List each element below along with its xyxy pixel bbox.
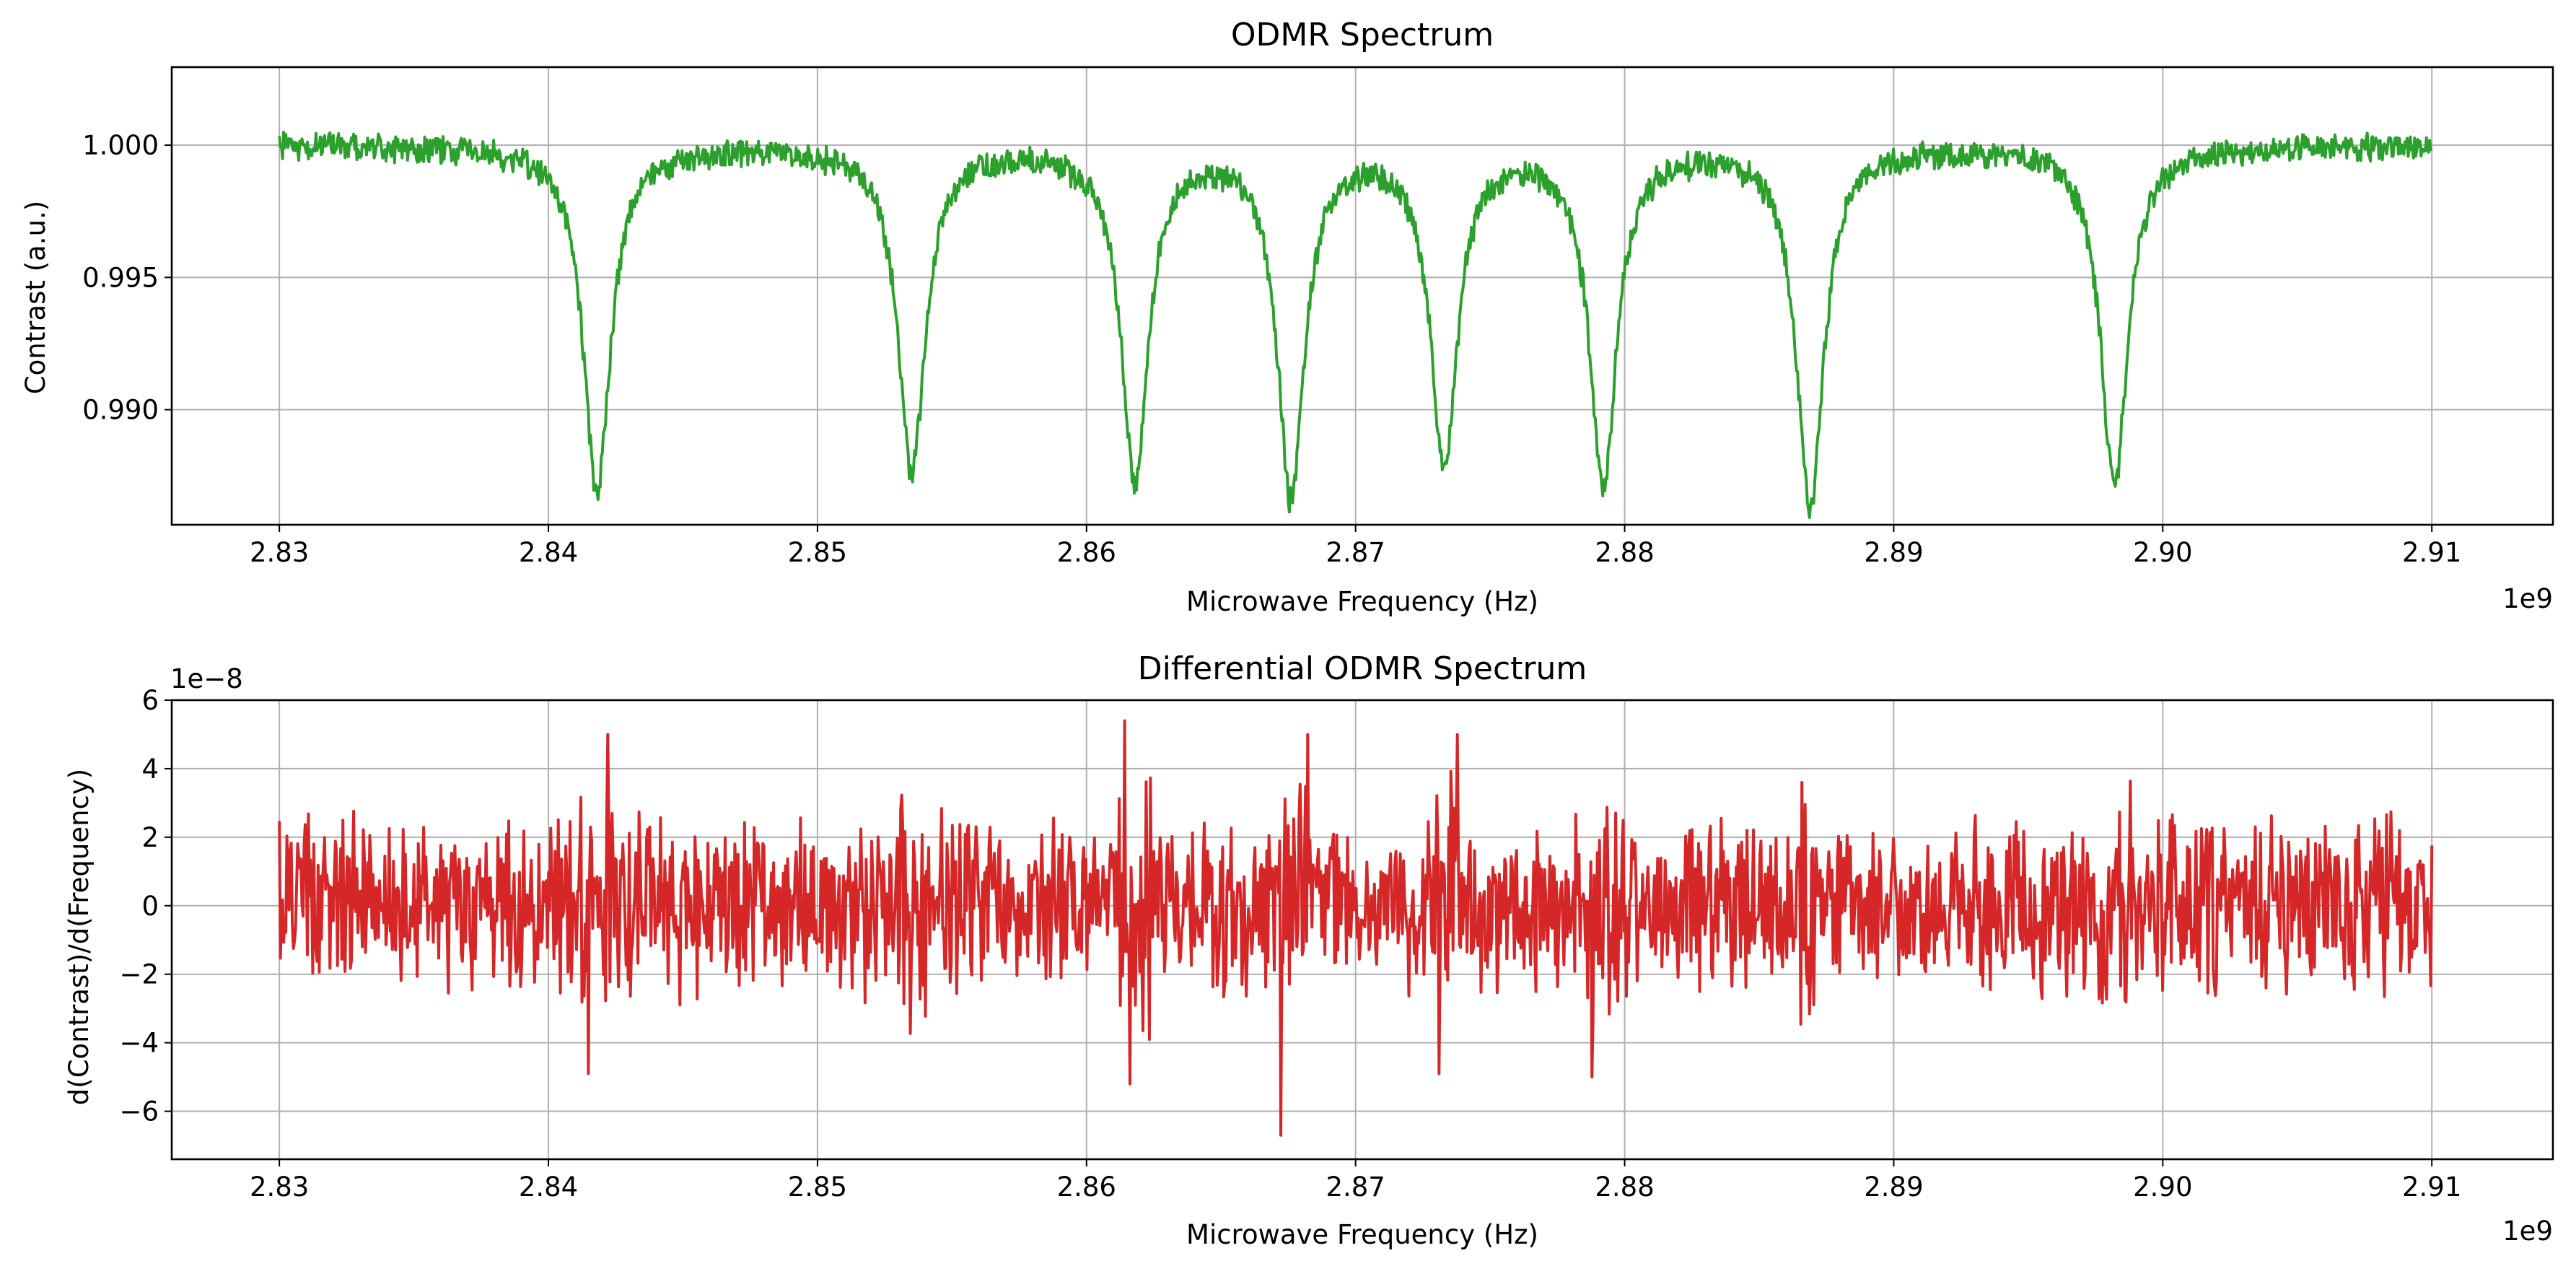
differential-series-line — [278, 719, 2434, 1137]
odmr-series — [278, 131, 2433, 519]
odmr-y-axis-label: Contrast (a.u.) — [20, 201, 51, 394]
odmr-x-tick-label: 2.90 — [2133, 537, 2192, 568]
differential-x-tick-label: 2.83 — [250, 1172, 309, 1203]
differential-y-tick-label: −4 — [119, 1028, 159, 1059]
differential-y-tick-label: 0 — [141, 891, 159, 922]
odmr-y-tick-label: 1.000 — [82, 130, 159, 161]
differential-y-tick-label: 4 — [141, 754, 159, 785]
odmr-x-offset-label: 1e9 — [2502, 583, 2553, 614]
odmr-x-tick-label: 2.84 — [519, 537, 578, 568]
odmr-x-tick-label: 2.85 — [788, 537, 847, 568]
differential-x-tick-label: 2.90 — [2133, 1172, 2192, 1203]
odmr-spectrum-chart: 2.83 2.84 2.85 2.86 2.87 2.88 2.89 2.90 2.91 0.9… — [20, 17, 2554, 617]
odmr-y-tick-label: 0.995 — [82, 262, 159, 293]
differential-x-tick-label: 2.88 — [1595, 1172, 1654, 1203]
differential-x-offset-label: 1e9 — [2502, 1216, 2553, 1247]
differential-y-tick-label: −2 — [119, 959, 159, 990]
odmr-x-tick-label: 2.91 — [2402, 537, 2461, 568]
differential-y-tick-label: −6 — [119, 1096, 159, 1127]
differential-y-axis-label: d(Contrast)/d(Frequency) — [63, 769, 95, 1105]
odmr-x-tick-label: 2.83 — [250, 537, 309, 568]
odmr-y-ticks: 0.990 0.995 1.000 — [82, 130, 172, 426]
differential-x-tick-label: 2.86 — [1057, 1172, 1116, 1203]
differential-x-axis-label: Microwave Frequency (Hz) — [1186, 1219, 1538, 1250]
odmr-x-tick-label: 2.87 — [1326, 537, 1385, 568]
differential-y-offset-label: 1e−8 — [170, 663, 243, 694]
differential-y-tick-label: 6 — [141, 685, 159, 716]
differential-x-tick-label: 2.84 — [519, 1172, 578, 1203]
odmr-x-tick-label: 2.89 — [1864, 537, 1923, 568]
differential-chart-title: Differential ODMR Spectrum — [1138, 650, 1587, 687]
differential-y-ticks: −6 −4 −2 0 2 4 6 — [119, 685, 172, 1127]
differential-odmr-chart: 2.83 2.84 2.85 2.86 2.87 2.88 2.89 2.90 2.91 −6−… — [63, 650, 2554, 1250]
odmr-grid — [172, 67, 2553, 525]
odmr-x-tick-label: 2.86 — [1057, 537, 1116, 568]
odmr-x-tick-label: 2.88 — [1595, 537, 1654, 568]
differential-x-tick-label: 2.91 — [2402, 1172, 2461, 1203]
odmr-plot-frame — [170, 66, 2554, 526]
odmr-x-axis-label: Microwave Frequency (Hz) — [1186, 586, 1538, 617]
differential-x-tick-label: 2.89 — [1864, 1172, 1923, 1203]
odmr-series-line — [278, 131, 2433, 519]
differential-series — [278, 719, 2434, 1137]
differential-x-tick-label: 2.85 — [788, 1172, 847, 1203]
odmr-x-ticks: 2.83 2.84 2.85 2.86 2.87 2.88 2.89 2.90 2.91 — [250, 525, 2461, 568]
differential-plot-frame — [170, 699, 2554, 1161]
differential-x-tick-label: 2.87 — [1326, 1172, 1385, 1203]
odmr-chart-title: ODMR Spectrum — [1231, 17, 1494, 53]
differential-x-ticks: 2.83 2.84 2.85 2.86 2.87 2.88 2.89 2.90 2.91 — [250, 1159, 2461, 1203]
differential-y-tick-label: 2 — [141, 822, 159, 853]
odmr-y-tick-label: 0.990 — [82, 395, 159, 426]
